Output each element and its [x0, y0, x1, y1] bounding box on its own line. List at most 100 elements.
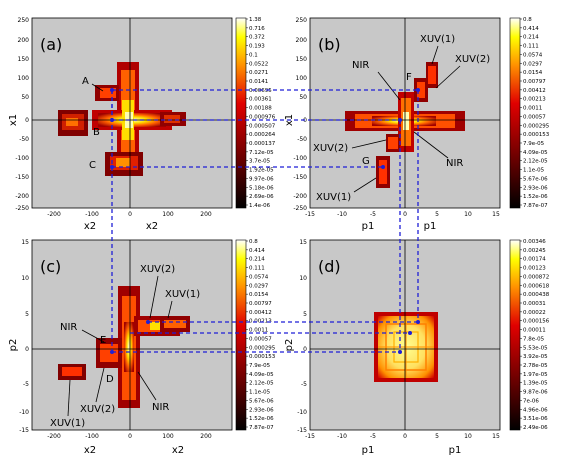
colorbar-tick-label: 1.38	[249, 17, 262, 23]
panel-b-annotation-XUV2: XUV(2)	[455, 54, 490, 65]
guide-point	[416, 320, 420, 324]
panel-a-x-label-left: x2	[84, 221, 96, 232]
tick-label: -50	[297, 136, 307, 143]
tick-label: -150	[15, 174, 29, 181]
colorbar-tick-label: 0.00031	[523, 301, 546, 307]
colorbar-tick-label: 0.372	[249, 35, 265, 41]
colorbar-tick-label: 7.9e-05	[249, 363, 271, 369]
guide-point	[398, 350, 402, 354]
tick-label: -15	[305, 433, 315, 440]
panel-c-arrow-NIR-lower	[137, 371, 157, 401]
tick-label: 15	[492, 211, 500, 218]
colorbar-tick-label: 0.000872	[523, 274, 549, 280]
panel-b-arrow-NIR-lower	[413, 131, 449, 159]
tick-label: -50	[19, 136, 29, 143]
panel-a: (a) A B C 250 200 150 100 50 0 -50 -100 …	[8, 17, 276, 232]
panel-b-annotation-NIR: NIR	[352, 60, 369, 71]
colorbar-tick-label: 2.49e-06	[523, 425, 548, 431]
panel-c-annotation-NIR: NIR	[60, 322, 77, 333]
tick-label: -250	[15, 205, 29, 212]
tick-label: 250	[18, 17, 30, 24]
guide-point	[381, 165, 385, 169]
tick-label: 15	[21, 239, 29, 246]
panel-b-annotation-NIR-lower: NIR	[446, 158, 463, 169]
colorbar-tick-label: 0.000153	[249, 354, 276, 360]
guide-point	[416, 88, 420, 92]
panel-b-arrow-XUV1	[431, 45, 439, 65]
colorbar-tick-label: 1.4e-06	[249, 203, 271, 209]
panel-d-density	[374, 312, 438, 382]
panel-d-x-label-right: p1	[449, 445, 462, 456]
guide-point	[110, 88, 114, 92]
colorbar-tick-label: 0.111	[523, 44, 539, 50]
panel-b-arrow-XUV2	[435, 65, 461, 89]
colorbar-tick-label: 1.92e-05	[249, 168, 274, 174]
colorbar-tick-label: 0.214	[523, 35, 539, 41]
panel-a-annotation-A: A	[82, 76, 89, 87]
colorbar-tick-label: 0.000976	[249, 114, 276, 120]
panel-b-annotation-XUV2-lower: XUV(2)	[313, 143, 348, 154]
colorbar-tick-label: 2.78e-05	[523, 363, 548, 369]
colorbar-tick-label: 0.00213	[523, 97, 546, 103]
colorbar-tick-label: 5.18e-06	[249, 185, 274, 191]
panel-d-label: (d)	[318, 257, 341, 276]
guide-point	[408, 331, 412, 335]
tick-label: 150	[18, 56, 30, 63]
colorbar-tick-label: 0.00361	[249, 97, 272, 103]
tick-label: -100	[293, 155, 307, 162]
panel-d-x-label-left: p1	[362, 445, 375, 456]
tick-label: 0	[128, 211, 132, 218]
panel-d: (d) 15 10 5 0 -5 -10 -15 -15 -10 -5 0 5 …	[284, 239, 550, 456]
colorbar-tick-label: 3.92e-05	[523, 354, 548, 360]
tick-label: -200	[293, 193, 307, 200]
colorbar-tick-label: 0.414	[523, 26, 539, 32]
panel-a-x-label-right: x2	[146, 221, 158, 232]
tick-label: -15	[305, 211, 315, 218]
panel-b-annotation-G: G	[362, 156, 370, 167]
panel-c-annotation-E: E	[100, 335, 106, 346]
colorbar-tick-label: 0.00797	[249, 301, 272, 307]
panel-d-x-ticks: -15 -10 -5 0 5 10 15	[305, 433, 500, 440]
colorbar-tick-label: 0.000295	[249, 345, 276, 351]
panel-c-annotation-NIR-lower: NIR	[152, 402, 169, 413]
panel-a-y-ticks: 250 200 150 100 50 0 -50 -100 -150 -200 …	[15, 17, 29, 212]
tick-label: -200	[47, 433, 61, 440]
colorbar-tick-label: 7.87e-07	[249, 425, 274, 431]
guide-points	[110, 88, 420, 354]
panel-a-annotation-C: C	[89, 160, 96, 171]
tick-label: -5	[370, 433, 376, 440]
colorbar-tick-label: 0.00245	[523, 248, 546, 254]
panel-c-density	[58, 286, 190, 408]
colorbar-tick-label: 0.00011	[523, 328, 546, 334]
tick-label: 5	[435, 211, 439, 218]
guide-point	[110, 118, 114, 122]
tick-label: 10	[464, 433, 472, 440]
colorbar-tick-label: 1.52e-06	[523, 194, 548, 200]
panel-a-colorbar	[235, 17, 247, 209]
tick-label: 0	[303, 117, 307, 124]
colorbar-tick-label: 9.87e-06	[523, 390, 548, 396]
tick-label: 10	[299, 275, 307, 282]
colorbar-tick-label: 0.414	[249, 248, 265, 254]
colorbar-tick-label: 0.0154	[523, 70, 543, 76]
tick-label: -15	[297, 427, 307, 434]
panel-c-colorbar-labels: 0.8 0.414 0.214 0.111 0.0574 0.0297 0.0154 0.00…	[246, 239, 276, 431]
tick-label: -10	[337, 211, 347, 218]
panel-d-y-ticks: 15 10 5 0 -5 -10 -15	[297, 239, 307, 434]
tick-label: -5	[301, 381, 307, 388]
panel-b-x-label-right: p1	[424, 221, 437, 232]
colorbar-tick-label: 0.000137	[249, 141, 276, 147]
tick-label: 15	[492, 433, 500, 440]
panel-c-x-label-right: x2	[172, 445, 184, 456]
tick-label: -10	[337, 433, 347, 440]
colorbar-tick-label: 0.111	[249, 266, 265, 272]
colorbar-tick-label: 7.8e-05	[523, 336, 545, 342]
colorbar-tick-label: 0.1	[249, 52, 258, 58]
tick-label: -10	[297, 409, 307, 416]
colorbar-tick-label: 1.97e-05	[523, 372, 548, 378]
panel-c-y-ticks: 15 10 5 0 -5 -10 -15	[19, 239, 29, 434]
colorbar-tick-label: 0.0011	[523, 106, 542, 112]
colorbar-tick-label: 0.0271	[249, 70, 268, 76]
colorbar-tick-label: 0.0574	[249, 274, 269, 280]
panel-c-annotation-XUV1: XUV(1)	[165, 289, 200, 300]
